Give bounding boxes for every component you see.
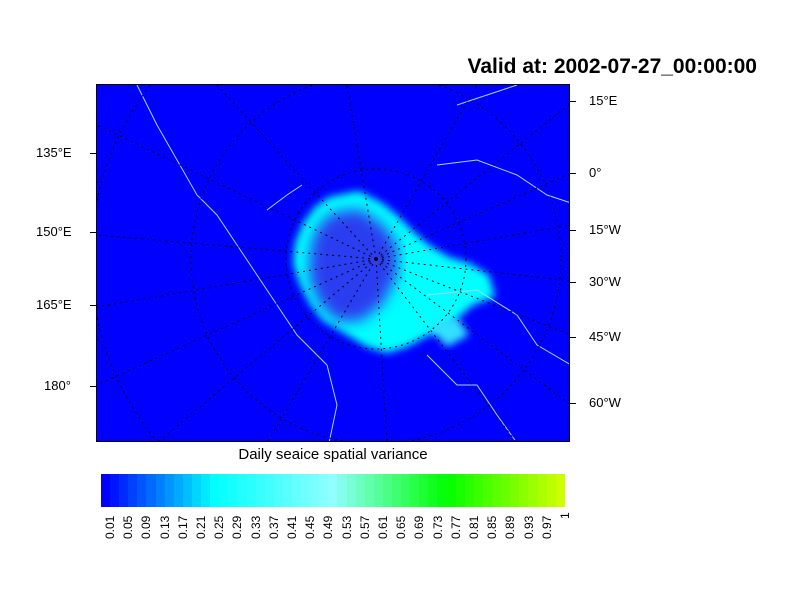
- colorbar-box: [337, 474, 347, 507]
- colorbar-label: 0.17: [175, 515, 190, 539]
- colorbar-box: [182, 474, 192, 507]
- colorbar-label: 0.77: [448, 515, 463, 539]
- colorbar-box: [382, 474, 392, 507]
- colorbar-box: [555, 474, 565, 507]
- colorbar-box: [137, 474, 147, 507]
- colorbar-box: [301, 474, 311, 507]
- colorbar-box: [201, 474, 211, 507]
- colorbar-box: [392, 474, 402, 507]
- graticule: [97, 85, 569, 441]
- colorbar-label: 0.29: [230, 515, 245, 539]
- colorbar-label: 0.69: [412, 515, 427, 539]
- colorbar-box: [219, 474, 229, 507]
- lon-label-left: 135°E: [36, 145, 72, 160]
- polar-map: [97, 85, 569, 441]
- colorbar-box: [482, 474, 493, 507]
- colorbar-box: [455, 474, 465, 507]
- colorbar-box: [537, 474, 547, 507]
- sea-ice-variance-field: [293, 191, 495, 353]
- colorbar-box: [128, 474, 138, 507]
- colorbar-box: [464, 474, 474, 507]
- colorbar-box: [119, 474, 129, 507]
- colorbar-label: 0.25: [212, 515, 227, 539]
- colorbar-box: [228, 474, 238, 507]
- colorbar-box: [346, 474, 356, 507]
- lon-label-right: 45°W: [589, 329, 621, 344]
- lon-label-left: 165°E: [36, 297, 72, 312]
- lon-label-right: 0°: [589, 165, 602, 180]
- colorbar-box: [282, 474, 292, 507]
- colorbar-box: [519, 474, 529, 507]
- colorbar-label: 0.13: [157, 515, 172, 539]
- colorbar-label: 0.05: [121, 515, 136, 539]
- lon-label-right: 60°W: [589, 395, 621, 410]
- colorbar-box: [510, 474, 520, 507]
- colorbar-box: [246, 474, 256, 507]
- colorbar-label: 0.97: [539, 515, 554, 539]
- colorbar-label: 0.45: [303, 515, 318, 539]
- lon-label-right: 30°W: [589, 274, 621, 289]
- colorbar: [101, 474, 565, 507]
- colorbar-box: [255, 474, 265, 507]
- lon-label-left: 150°E: [36, 224, 72, 239]
- colorbar-label: 0.65: [394, 515, 409, 539]
- colorbar-label: 0.61: [376, 515, 391, 539]
- colorbar-label: 0.53: [339, 515, 354, 539]
- colorbar-box: [401, 474, 411, 507]
- colorbar-box: [428, 474, 438, 507]
- map-panel: [96, 84, 570, 442]
- colorbar-box: [155, 474, 165, 507]
- colorbar-box: [546, 474, 556, 507]
- colorbar-box: [164, 474, 174, 507]
- colorbar-box: [364, 474, 374, 507]
- colorbar-label: 0.37: [266, 515, 281, 539]
- lon-label-left: 180°: [44, 378, 71, 393]
- colorbar-label: 0.09: [139, 515, 154, 539]
- colorbar-box: [319, 474, 329, 507]
- colorbar-box: [328, 474, 338, 507]
- colorbar-label: 0.01: [103, 515, 118, 539]
- colorbar-box: [110, 474, 120, 507]
- colorbar-box: [446, 474, 456, 507]
- colorbar-box: [373, 474, 383, 507]
- colorbar-box: [492, 474, 502, 507]
- plot-title: Valid at: 2002-07-27_00:00:00: [467, 55, 757, 78]
- colorbar-box: [437, 474, 447, 507]
- colorbar-box: [210, 474, 220, 507]
- colorbar-box: [473, 474, 483, 507]
- colorbar-label: 0.73: [430, 515, 445, 539]
- colorbar-box: [310, 474, 320, 507]
- colorbar-box: [237, 474, 247, 507]
- lon-label-right: 15°W: [589, 222, 621, 237]
- colorbar-box: [291, 474, 302, 507]
- colorbar-box: [528, 474, 538, 507]
- colorbar-label: 0.89: [503, 515, 518, 539]
- colorbar-label: 0.41: [285, 515, 300, 539]
- colorbar-box: [101, 474, 111, 507]
- colorbar-box: [264, 474, 274, 507]
- colorbar-label: 0.21: [194, 515, 209, 539]
- colorbar-box: [419, 474, 429, 507]
- colorbar-title: Daily seaice spatial variance: [238, 446, 428, 463]
- colorbar-box: [173, 474, 183, 507]
- colorbar-label: 0.93: [521, 515, 536, 539]
- lon-label-right: 15°E: [589, 93, 618, 108]
- colorbar-label: 0.33: [248, 515, 263, 539]
- colorbar-label: 1: [558, 512, 572, 519]
- colorbar-label: 0.57: [357, 515, 372, 539]
- colorbar-box: [355, 474, 365, 507]
- colorbar-box: [501, 474, 511, 507]
- colorbar-box: [146, 474, 156, 507]
- colorbar-label: 0.85: [485, 515, 500, 539]
- colorbar-box: [191, 474, 202, 507]
- colorbar-label: 0.49: [321, 515, 336, 539]
- colorbar-label: 0.81: [467, 515, 482, 539]
- colorbar-box: [410, 474, 420, 507]
- colorbar-box: [273, 474, 283, 507]
